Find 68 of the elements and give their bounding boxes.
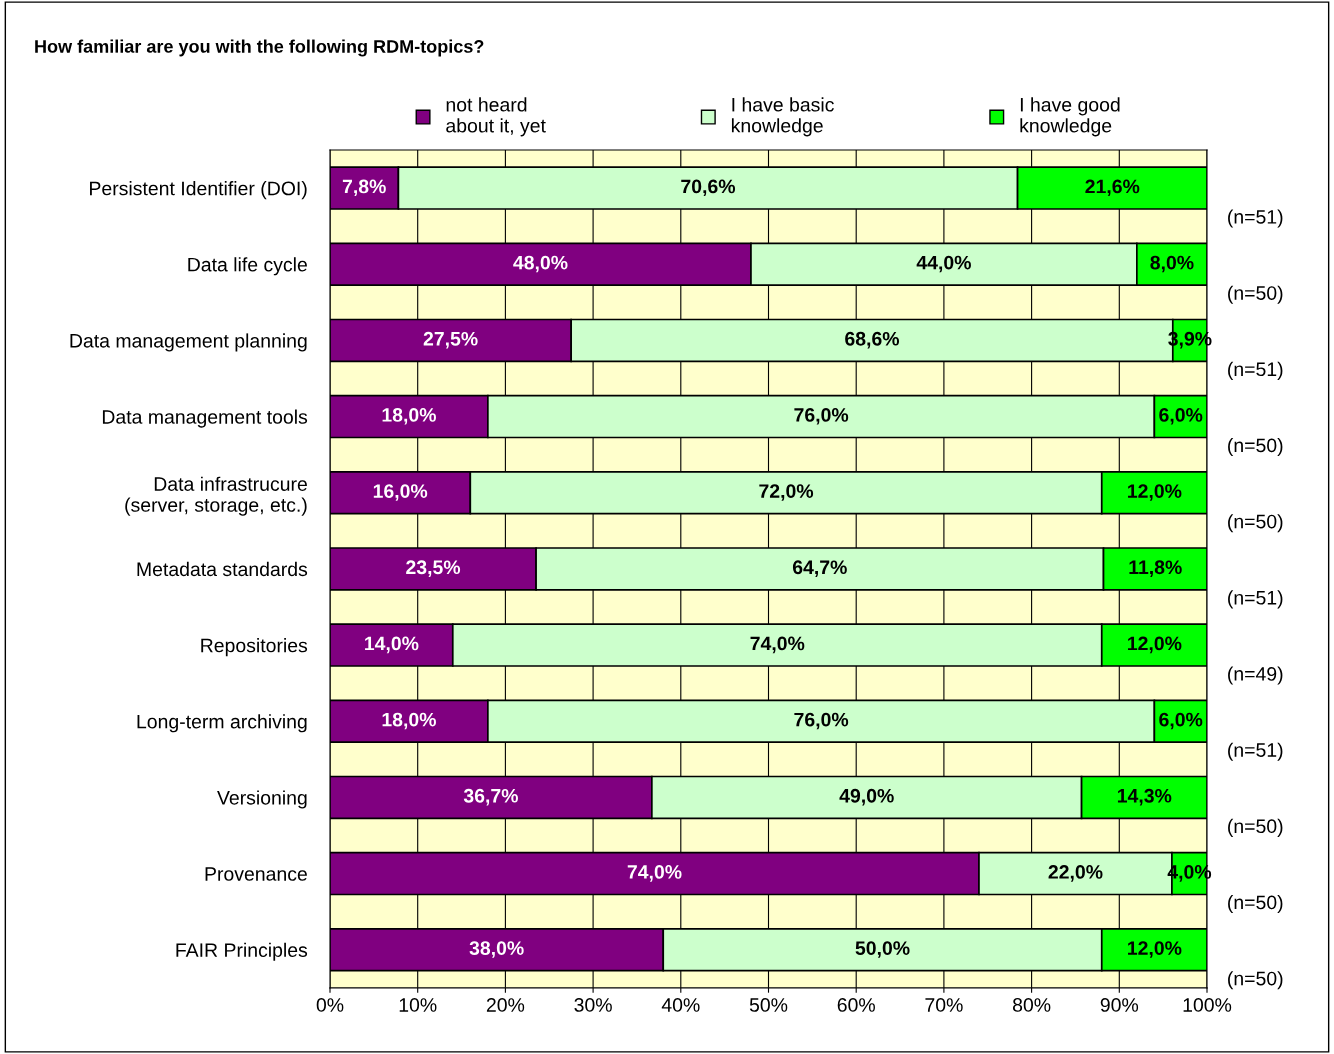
- x-tick-label: 60%: [837, 998, 875, 1012]
- data-label: 8,0%: [1150, 255, 1194, 273]
- data-label: 18,0%: [382, 408, 436, 425]
- data-label: 36,7%: [463, 788, 518, 806]
- x-tick-label: 80%: [1012, 998, 1051, 1012]
- data-label: 50,0%: [855, 941, 910, 958]
- data-label: 7,8%: [342, 179, 386, 197]
- text: (n=50): [1228, 437, 1283, 457]
- data-label: 23,5%: [406, 560, 461, 577]
- x-tick-label: 0%: [316, 998, 344, 1012]
- text: (n=51): [1228, 361, 1283, 380]
- x-tick-label: 30%: [574, 998, 612, 1012]
- data-label: 76,0%: [794, 712, 849, 730]
- chart-title: How familiar are you with the following RDM-topics?: [35, 39, 484, 57]
- text: (n=51): [1228, 742, 1283, 761]
- y-tick-label: Metadata standards: [137, 561, 308, 577]
- data-label: 44,0%: [916, 255, 971, 273]
- data-label: 6,0%: [1159, 712, 1203, 730]
- y-tick-label: Data management planning: [70, 333, 307, 352]
- y-tick-label: Versioning: [217, 790, 307, 809]
- data-label: 74,0%: [750, 636, 805, 654]
- x-tick-label: 70%: [925, 998, 963, 1012]
- y-tick-label: Data management tools: [102, 409, 308, 428]
- text: (n=50): [1228, 818, 1283, 837]
- y-tick-label: Data infrastrucure (server, storage, etc.): [125, 476, 307, 516]
- data-label: 72,0%: [759, 484, 814, 501]
- data-label: 74,0%: [627, 865, 682, 882]
- text: (n=51): [1228, 209, 1283, 228]
- x-tick-label: 100%: [1183, 998, 1232, 1012]
- x-tick-label: 90%: [1100, 998, 1139, 1012]
- x-tick-label: 50%: [749, 998, 788, 1012]
- data-label: 70,6%: [681, 179, 736, 197]
- y-tick-label: Repositories: [201, 638, 308, 657]
- data-label: 18,0%: [382, 712, 436, 730]
- data-label: 38,0%: [469, 941, 524, 958]
- y-tick-label: Persistent Identifier (DOI): [90, 181, 307, 200]
- data-label: 49,0%: [839, 788, 894, 806]
- data-label: 14,3%: [1117, 788, 1172, 806]
- data-label: 12,0%: [1128, 941, 1182, 958]
- y-tick-label: FAIR Principles: [176, 942, 308, 961]
- data-label: 68,6%: [845, 331, 900, 349]
- text: (n=49): [1228, 666, 1283, 685]
- data-label: 21,6%: [1085, 179, 1140, 197]
- y-tick-label: Data life cycle: [188, 257, 307, 276]
- data-label: 14,0%: [365, 636, 419, 654]
- data-label: 12,0%: [1128, 484, 1182, 501]
- data-label: 27,5%: [423, 331, 478, 349]
- data-label: 64,7%: [792, 560, 847, 577]
- text: (n=50): [1228, 514, 1283, 533]
- data-label: 11,8%: [1129, 560, 1182, 577]
- text: (n=50): [1228, 894, 1283, 914]
- legend-label: I have good knowledge: [1020, 97, 1120, 137]
- data-label: 48,0%: [513, 255, 568, 273]
- y-tick-label: Long-term archiving: [137, 714, 307, 733]
- data-label: 6,0%: [1159, 408, 1203, 425]
- data-label: 22,0%: [1048, 865, 1103, 882]
- data-label: 16,0%: [373, 484, 428, 501]
- legend-label: not heard about it, yet: [446, 97, 546, 137]
- y-tick-label: Provenance: [205, 867, 307, 881]
- text: (n=50): [1228, 285, 1283, 304]
- x-tick-label: 20%: [486, 998, 525, 1012]
- legend-label: I have basic knowledge: [731, 97, 834, 137]
- data-label: 12,0%: [1128, 636, 1182, 654]
- text: (n=51): [1228, 590, 1283, 609]
- x-tick-label: 40%: [661, 998, 700, 1012]
- text: (n=50): [1228, 971, 1283, 990]
- data-label: 76,0%: [794, 408, 849, 425]
- x-tick-label: 10%: [399, 998, 437, 1012]
